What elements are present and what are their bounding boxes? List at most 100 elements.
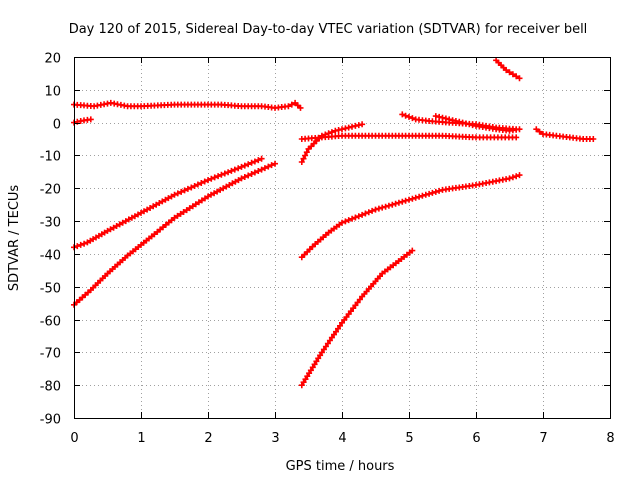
- data-point: [81, 240, 88, 247]
- x-tick-label: 3: [271, 431, 279, 446]
- data-point: [359, 121, 366, 128]
- axis-ticks: [74, 57, 611, 419]
- y-tick-label: -40: [40, 249, 61, 264]
- data-point: [171, 191, 178, 198]
- data-point: [125, 216, 132, 223]
- data-point: [513, 73, 520, 80]
- data-series-6: [298, 132, 520, 142]
- data-point: [181, 187, 188, 194]
- data-point: [238, 175, 245, 182]
- data-point: [174, 190, 181, 197]
- data-point: [201, 178, 208, 185]
- grid: [74, 57, 610, 418]
- data-point: [516, 126, 523, 133]
- data-point: [297, 104, 304, 111]
- data-point: [221, 170, 228, 177]
- x-axis-title: GPS time / hours: [286, 459, 395, 474]
- data-point: [215, 173, 222, 180]
- data-point: [261, 165, 268, 172]
- data-point: [238, 163, 245, 170]
- data-point: [288, 101, 295, 108]
- data-series-10: [432, 113, 523, 134]
- x-tick-label: 0: [70, 431, 78, 446]
- data-point: [365, 209, 372, 216]
- data-point: [402, 112, 409, 119]
- y-tick-label: 20: [44, 52, 61, 67]
- data-point: [218, 171, 225, 178]
- data-point: [194, 181, 201, 188]
- data-point: [248, 159, 255, 166]
- x-tick-label: 1: [137, 431, 145, 446]
- y-axis-title: SDTVAR / TECUs: [7, 185, 22, 292]
- data-point: [298, 159, 305, 165]
- data-point: [258, 155, 265, 162]
- data-point: [225, 169, 232, 176]
- data-point: [509, 174, 516, 181]
- data-point: [459, 119, 466, 126]
- data-point: [392, 200, 399, 207]
- data-point: [141, 208, 147, 215]
- data-point: [211, 174, 218, 181]
- data-point: [412, 194, 419, 201]
- data-point: [265, 163, 272, 170]
- data-point: [186, 205, 193, 212]
- data-point: [131, 213, 138, 220]
- y-tick-label: 10: [44, 85, 61, 100]
- data-point: [159, 198, 166, 205]
- data-point: [355, 213, 362, 220]
- data-point: [590, 136, 597, 142]
- data-point: [248, 171, 255, 177]
- data-point: [402, 197, 409, 204]
- data-point: [147, 205, 154, 211]
- data-point: [87, 116, 94, 123]
- data-point: [369, 207, 376, 214]
- data-point: [214, 188, 221, 195]
- data-point: [268, 162, 275, 169]
- y-tick-label: -10: [40, 150, 61, 165]
- y-tick-label: -30: [40, 216, 61, 231]
- series-trace: [300, 249, 414, 387]
- data-point: [406, 196, 412, 203]
- tick-labels: 0 1 2 3 4 5 6 7 8 20 10 0 -10 -20 -30 -40 -50 -60 -70 -80 -9…: [40, 52, 615, 447]
- data-point: [198, 180, 205, 186]
- chart-title: Day 120 of 2015, Sidereal Day-to-day VTE…: [69, 22, 588, 37]
- data-series: [71, 57, 597, 389]
- data-point: [245, 161, 252, 168]
- y-tick-label: 0: [53, 118, 61, 133]
- data-series-7: [298, 172, 523, 261]
- data-point: [77, 241, 84, 248]
- data-point: [119, 219, 126, 226]
- x-tick-label: 7: [539, 431, 547, 446]
- data-point: [342, 218, 349, 225]
- data-point: [345, 124, 352, 131]
- data-series-3: [71, 155, 265, 251]
- data-point: [192, 201, 199, 208]
- x-tick-label: 5: [405, 431, 413, 446]
- data-point: [184, 185, 191, 192]
- y-tick-label: -90: [40, 413, 61, 428]
- y-tick-label: -80: [40, 380, 61, 395]
- data-series-8: [298, 247, 416, 389]
- data-point: [251, 169, 258, 176]
- data-point: [382, 203, 389, 210]
- data-point: [429, 189, 436, 196]
- data-point: [191, 183, 198, 189]
- data-point: [107, 226, 114, 233]
- data-point: [399, 111, 406, 118]
- data-point: [385, 202, 392, 209]
- x-tick-label: 4: [338, 431, 346, 446]
- data-point: [362, 210, 369, 217]
- series-trace: [300, 174, 521, 259]
- x-tick-label: 2: [204, 431, 212, 446]
- data-point: [231, 166, 238, 173]
- data-point: [235, 165, 242, 172]
- data-point: [113, 223, 120, 229]
- data-point: [174, 212, 181, 219]
- data-point: [345, 217, 352, 224]
- data-point: [359, 211, 366, 218]
- data-point: [375, 205, 382, 212]
- data-point: [352, 214, 359, 221]
- data-point: [241, 162, 248, 169]
- data-point: [506, 69, 513, 76]
- data-point: [258, 166, 265, 173]
